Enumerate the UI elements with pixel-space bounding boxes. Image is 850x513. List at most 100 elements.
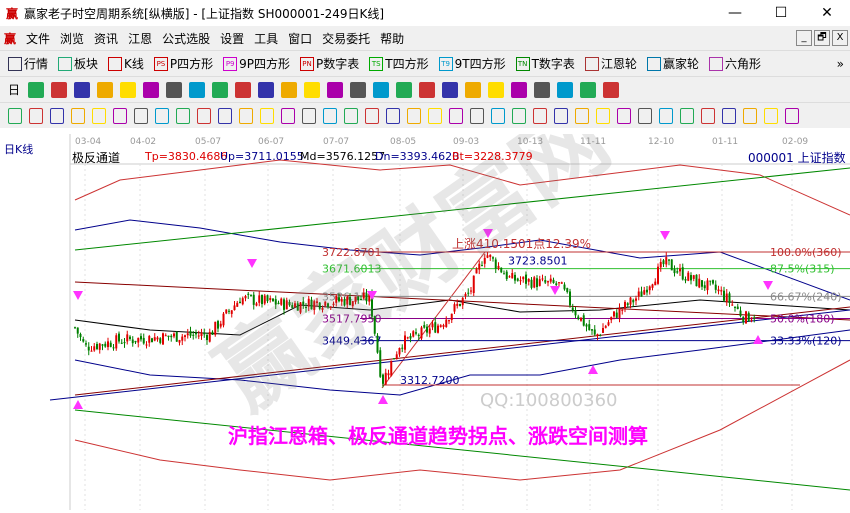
- tool-icon[interactable]: [235, 81, 252, 98]
- tool-icon[interactable]: [155, 107, 169, 124]
- tool-icon[interactable]: [212, 81, 229, 98]
- tool-icon[interactable]: [465, 81, 482, 98]
- tool-icon[interactable]: [396, 81, 413, 98]
- tool-icon[interactable]: [554, 107, 568, 124]
- toolbar-4[interactable]: P9 9P四方形: [223, 55, 290, 72]
- toolbar-8[interactable]: TN T数字表: [515, 55, 575, 72]
- tool-icon[interactable]: [327, 81, 344, 98]
- tool-icon[interactable]: [281, 107, 295, 124]
- tool-icon[interactable]: [488, 81, 505, 98]
- tool-icon[interactable]: [120, 81, 137, 98]
- tool-icon[interactable]: [71, 107, 85, 124]
- menu-gann[interactable]: 江恩: [128, 31, 153, 46]
- tool-icon[interactable]: [596, 107, 610, 124]
- tool-icon[interactable]: [260, 107, 274, 124]
- tool-icon[interactable]: [258, 81, 275, 98]
- toolbar-11[interactable]: 六角形: [708, 55, 761, 72]
- toolbar-0[interactable]: 行情: [8, 55, 48, 72]
- menu-browse[interactable]: 浏览: [60, 31, 85, 46]
- candle-body: [222, 313, 225, 326]
- tool-icon[interactable]: [743, 107, 757, 124]
- tool-icon[interactable]: [51, 81, 68, 98]
- tool-icon[interactable]: [29, 107, 43, 124]
- tool-icon[interactable]: [722, 107, 736, 124]
- tool-icon[interactable]: [617, 107, 631, 124]
- tool-icon[interactable]: [97, 81, 114, 98]
- mdi-close-button[interactable]: X: [832, 30, 848, 46]
- mdi-restore-button[interactable]: 🗗: [814, 30, 830, 46]
- tool-icon[interactable]: [386, 107, 400, 124]
- tool-icon[interactable]: [470, 107, 484, 124]
- tool-icon[interactable]: [407, 107, 421, 124]
- tool-icon[interactable]: [176, 107, 190, 124]
- tool-icon[interactable]: [113, 107, 127, 124]
- tool-icon[interactable]: [344, 107, 358, 124]
- tool-icon[interactable]: [533, 107, 547, 124]
- menu-settings[interactable]: 设置: [220, 31, 245, 46]
- tool-icon[interactable]: [134, 107, 148, 124]
- tool-icon[interactable]: [534, 81, 551, 98]
- tool-icon[interactable]: [166, 81, 183, 98]
- tool-icon[interactable]: [557, 81, 574, 98]
- tool-icon[interactable]: [304, 81, 321, 98]
- dn-value: Dn=3393.4620: [375, 150, 460, 163]
- tool-icon[interactable]: [575, 107, 589, 124]
- tool-icon[interactable]: [189, 81, 206, 98]
- tool-icon[interactable]: [491, 107, 505, 124]
- tool-icon[interactable]: [92, 107, 106, 124]
- menu-trade[interactable]: 交易委托: [322, 31, 371, 46]
- tool-icon[interactable]: [442, 81, 459, 98]
- toolbar-9[interactable]: 江恩轮: [584, 55, 637, 72]
- toolbar-5[interactable]: PN P数字表: [300, 55, 359, 72]
- menu-window[interactable]: 窗口: [288, 31, 313, 46]
- tool-icon[interactable]: [764, 107, 778, 124]
- tool-icon[interactable]: [785, 107, 799, 124]
- toolbar-3[interactable]: PS P四方形: [153, 55, 213, 72]
- toolbar-more-button[interactable]: »: [836, 56, 844, 71]
- menu-tools[interactable]: 工具: [254, 31, 279, 46]
- maximize-button[interactable]: ☐: [774, 5, 788, 21]
- minimize-button[interactable]: —: [728, 5, 742, 21]
- period-select[interactable]: 日: [8, 83, 21, 97]
- upper-channel: [74, 159, 850, 216]
- toolbar-2[interactable]: K线: [108, 55, 144, 72]
- tool-icon[interactable]: [603, 81, 620, 98]
- menu-formula[interactable]: 公式选股: [162, 31, 211, 46]
- tool-icon[interactable]: [365, 107, 379, 124]
- chart-area[interactable]: 03-04 04-02 05-07 06-07 07-07 08-05 09-03 10-13…: [0, 86, 850, 510]
- tool-icon[interactable]: [197, 107, 211, 124]
- tool-icon[interactable]: [449, 107, 463, 124]
- tool-icon[interactable]: [701, 107, 715, 124]
- mdi-minimize-button[interactable]: _: [796, 30, 812, 46]
- menu-file[interactable]: 文件: [26, 31, 51, 46]
- tool-icon[interactable]: [281, 81, 298, 98]
- toolbar-1[interactable]: 板块: [58, 55, 98, 72]
- tool-icon[interactable]: [428, 107, 442, 124]
- menu-help[interactable]: 帮助: [380, 31, 405, 46]
- tool-icon[interactable]: [302, 107, 316, 124]
- kline-chart[interactable]: 03-04 04-02 05-07 06-07 07-07 08-05 09-03 10-13…: [0, 86, 850, 510]
- toolbar-7[interactable]: T9 9T四方形: [438, 55, 506, 72]
- tool-icon[interactable]: [143, 81, 160, 98]
- tool-icon[interactable]: [350, 81, 367, 98]
- tool-icon[interactable]: [28, 81, 45, 98]
- tool-icon[interactable]: [512, 107, 526, 124]
- tool-icon[interactable]: [239, 107, 253, 124]
- tool-icon[interactable]: [218, 107, 232, 124]
- tool-icon[interactable]: [50, 107, 64, 124]
- menu-info[interactable]: 资讯: [94, 31, 119, 46]
- toolbar-6[interactable]: TS T四方形: [369, 55, 429, 72]
- tool-icon[interactable]: [74, 81, 91, 98]
- tool-icon[interactable]: [8, 107, 22, 124]
- tool-icon[interactable]: [638, 107, 652, 124]
- candle-body: [648, 286, 651, 291]
- tool-icon[interactable]: [323, 107, 337, 124]
- tool-icon[interactable]: [580, 81, 597, 98]
- tool-icon[interactable]: [680, 107, 694, 124]
- tool-icon[interactable]: [659, 107, 673, 124]
- tool-icon[interactable]: [373, 81, 390, 98]
- close-button[interactable]: ✕: [821, 5, 833, 21]
- toolbar-10[interactable]: 赢家轮: [646, 55, 699, 72]
- tool-icon[interactable]: [419, 81, 436, 98]
- tool-icon[interactable]: [511, 81, 528, 98]
